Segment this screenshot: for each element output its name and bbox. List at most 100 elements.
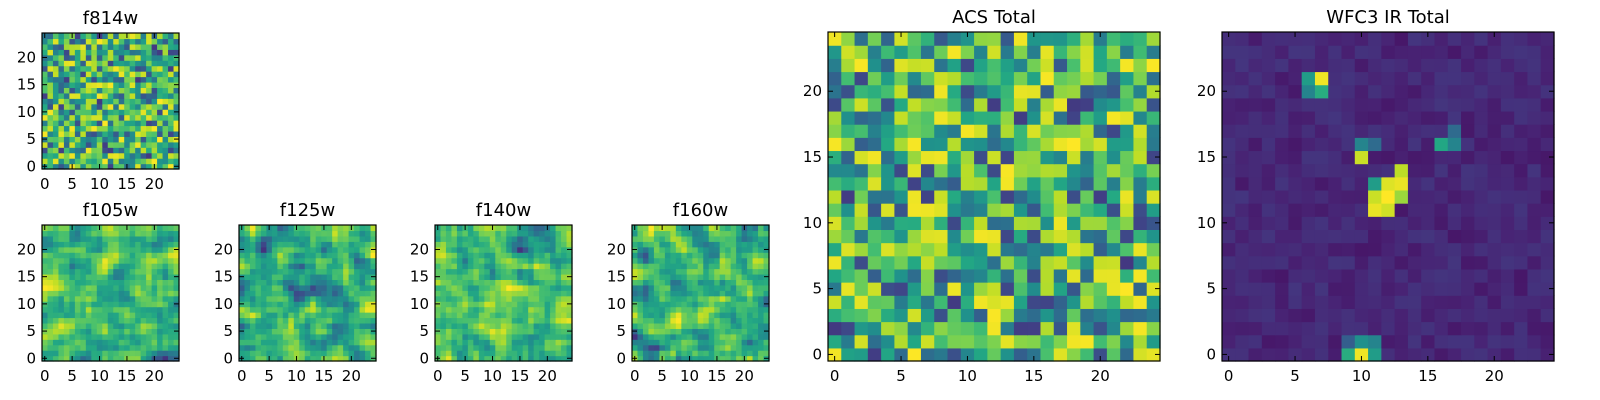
heatmap-cell — [74, 130, 81, 137]
heatmap-cell — [1421, 295, 1436, 309]
heatmap-cell — [157, 65, 164, 72]
heatmap-cell — [52, 120, 60, 127]
heatmap-cell — [337, 235, 344, 242]
heatmap-cell — [435, 339, 442, 346]
heatmap-cell — [435, 333, 442, 340]
heatmap-cell — [522, 268, 529, 275]
heatmap-cell — [1368, 150, 1382, 165]
heatmap-cell — [987, 137, 1002, 152]
heatmap-cell — [118, 152, 125, 159]
x-tick-label: 20 — [538, 367, 557, 385]
heatmap-cell — [642, 312, 650, 319]
heatmap-cell — [135, 103, 142, 110]
heatmap-cell — [1301, 45, 1316, 59]
heatmap-cell — [544, 322, 551, 329]
heatmap-cell — [664, 257, 671, 264]
heatmap-cell — [1328, 137, 1343, 152]
heatmap-cell — [282, 263, 289, 270]
heatmap-cell — [440, 350, 447, 357]
heatmap-cell — [539, 273, 546, 280]
heatmap-cell — [74, 273, 81, 280]
heatmap-cell — [47, 54, 54, 61]
heatmap-cell — [473, 246, 480, 253]
heatmap-cell — [1461, 150, 1475, 165]
heatmap-cell — [168, 290, 175, 297]
heatmap-cell — [960, 97, 975, 112]
heatmap-cell — [74, 355, 81, 362]
heatmap-cell — [1301, 308, 1316, 323]
heatmap-cell — [91, 241, 98, 248]
heatmap-cell — [52, 322, 60, 329]
heatmap-cell — [686, 301, 693, 308]
heatmap-cell — [365, 301, 372, 308]
chart-title: f814w — [83, 8, 138, 29]
heatmap-cell — [659, 257, 666, 264]
heatmap-cell — [315, 290, 322, 297]
heatmap-cell — [102, 295, 109, 302]
heatmap-cell — [107, 339, 114, 346]
heatmap-cell — [681, 344, 688, 351]
heatmap-cell — [697, 344, 704, 351]
axes-frame — [827, 31, 1161, 362]
heatmap-cell — [47, 355, 54, 362]
heatmap-cell — [1000, 32, 1015, 46]
heatmap-cell — [495, 235, 502, 242]
heatmap-cell — [1235, 84, 1250, 99]
heatmap-cell — [255, 273, 262, 280]
heatmap-cell — [708, 306, 715, 313]
heatmap-cell — [74, 158, 81, 165]
heatmap-cell — [118, 268, 125, 275]
heatmap-cell — [271, 284, 278, 291]
heatmap-cell — [828, 150, 842, 165]
heatmap-cell — [675, 350, 682, 357]
heatmap-cell — [1341, 308, 1356, 323]
heatmap-cell — [725, 355, 732, 362]
heatmap-cell — [736, 350, 743, 357]
heatmap-cell — [239, 290, 246, 297]
heatmap-cell — [894, 189, 909, 204]
heatmap-cell — [1500, 282, 1515, 296]
heatmap-cell — [47, 130, 54, 137]
heatmap-cell — [484, 284, 491, 291]
heatmap-cell — [1013, 255, 1028, 270]
heatmap-cell — [1106, 229, 1121, 244]
heatmap-cell — [63, 33, 70, 40]
heatmap-cell — [462, 295, 469, 302]
heatmap-cell — [124, 43, 131, 50]
heatmap-cell — [1248, 282, 1263, 296]
heatmap-cell — [140, 141, 147, 148]
heatmap-cell — [637, 339, 644, 346]
heatmap-cell — [47, 38, 54, 45]
heatmap-cell — [1106, 255, 1121, 270]
heatmap-cell — [1421, 308, 1436, 323]
heatmap-cell — [293, 252, 300, 259]
heatmap-cell — [1434, 84, 1449, 99]
heatmap-cell — [1421, 32, 1436, 46]
heatmap-cell — [293, 263, 300, 270]
heatmap-cell — [162, 279, 169, 286]
heatmap-cell — [456, 279, 463, 286]
heatmap-cell — [124, 109, 131, 116]
heatmap-cell — [1328, 32, 1343, 46]
heatmap-cell — [1394, 268, 1409, 283]
heatmap-cell — [730, 355, 737, 362]
heatmap-cell — [80, 312, 87, 319]
heatmap-cell — [934, 84, 949, 99]
heatmap-cell — [708, 284, 715, 291]
heatmap-cell — [489, 268, 496, 275]
heatmap-cell — [1093, 229, 1108, 244]
heatmap-cell — [1261, 216, 1276, 230]
heatmap-cell — [1000, 110, 1015, 125]
heatmap-cell — [1235, 282, 1250, 296]
y-tick-label: 15 — [410, 268, 429, 286]
heatmap-cell — [451, 273, 458, 280]
heatmap-cell — [42, 49, 49, 56]
heatmap-cell — [129, 333, 136, 340]
heatmap-cell — [1328, 203, 1343, 217]
heatmap-cell — [168, 33, 175, 40]
heatmap-cell — [974, 308, 988, 323]
heatmap-cell — [315, 246, 322, 253]
heatmap-cell — [736, 257, 743, 264]
heatmap-cell — [648, 263, 655, 270]
heatmap-cell — [451, 252, 458, 259]
